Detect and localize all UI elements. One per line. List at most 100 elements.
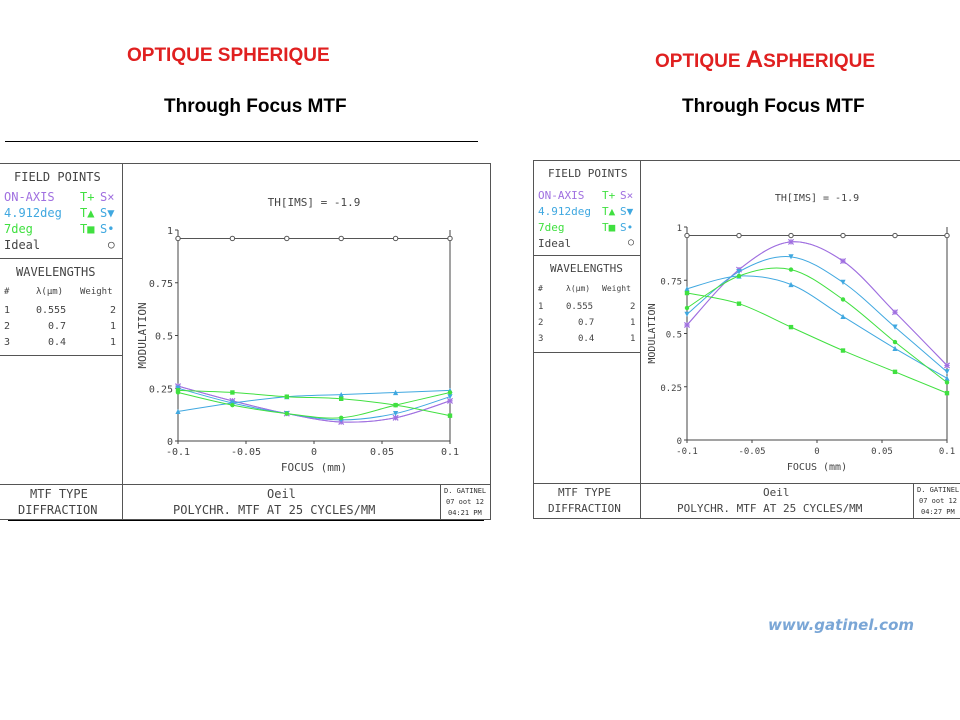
y-tick-label: 0	[167, 437, 173, 448]
wl-header: #	[538, 284, 543, 293]
fp-row-name: 7deg	[538, 221, 565, 234]
point	[447, 394, 453, 400]
left-mtf-panel: FIELD POINTS ON-AXIS T+ S× 4.912deg T▲ S…	[0, 163, 491, 520]
wl-cell: 1	[110, 337, 117, 348]
mtf-type-label: MTF TYPE	[558, 486, 611, 499]
diffraction-label: DIFFRACTION	[18, 503, 98, 517]
fp-row-s: S•	[620, 221, 634, 234]
point	[839, 258, 847, 265]
wl-cell: 2	[110, 305, 117, 316]
left-bottom-rule	[8, 520, 484, 521]
wl-cell: 1	[4, 305, 11, 316]
point	[684, 311, 690, 317]
left-top-rule	[5, 141, 478, 142]
y-axis-label: MODULATION	[136, 302, 149, 368]
wl-header: λ(μm)	[566, 284, 591, 293]
point	[683, 321, 691, 329]
series-line-7deg-s	[686, 267, 948, 383]
fp-row-s: S•	[100, 222, 115, 236]
point	[892, 339, 898, 345]
point	[736, 232, 742, 239]
point	[788, 254, 794, 260]
wl-cell: 1	[630, 318, 636, 328]
right-heading-post: SPHERIQUE	[763, 51, 876, 72]
x-tick-label: 0	[814, 447, 819, 457]
right-wavelengths: WAVELENGTHS # λ(μm) Weight 1 0.555 2 2 0…	[534, 256, 640, 353]
footer-mtf-type: MTF TYPE DIFFRACTION	[534, 484, 641, 518]
y-tick-label: 0.25	[660, 384, 682, 394]
point	[736, 273, 742, 279]
fp-row-t: T+	[80, 190, 95, 204]
point	[447, 235, 453, 242]
watermark: www.gatinel.com	[768, 616, 915, 634]
wl-cell: 0.7	[578, 318, 595, 328]
point	[392, 235, 399, 242]
y-tick-label: 1	[677, 224, 682, 234]
wl-header: Weight	[80, 287, 113, 297]
y-tick-label: 1	[167, 226, 173, 237]
point	[944, 369, 950, 375]
series-line-4-912deg-s	[686, 256, 948, 373]
x-tick-label: 0	[311, 447, 317, 458]
point	[338, 391, 344, 398]
x-axis-label: FOCUS (mm)	[787, 462, 847, 473]
point	[175, 408, 181, 415]
point	[840, 279, 846, 285]
point	[944, 232, 950, 239]
right-mtf-chart: TH[IMS] = -1.9 0 0.25 0.5 0.75 1 -0.1 -0.05 0 0.0…	[647, 193, 955, 473]
point	[892, 324, 898, 330]
wl-header: Weight	[602, 284, 631, 293]
point	[736, 269, 742, 275]
point	[788, 267, 794, 272]
author-label: D. GATINEL	[444, 487, 487, 495]
series-line-on-axis-s	[686, 241, 948, 366]
series-line-4-912deg-s	[177, 387, 451, 421]
fp-row-name: 4.912deg	[538, 205, 591, 218]
footer-stamp: D. GATINEL 07 oot 12 04:21 PM	[441, 485, 489, 519]
left-wavelengths: WAVELENGTHS # λ(μm) Weight 1 0.555 2 2 0…	[0, 259, 122, 356]
wl-cell: 0.7	[48, 321, 67, 332]
point	[339, 415, 344, 420]
x-tick-label: 0.05	[871, 447, 893, 457]
point	[447, 390, 453, 395]
wl-cell: 2	[630, 302, 636, 312]
date-label: 07 oot 12	[446, 498, 484, 506]
point	[891, 309, 899, 316]
point	[446, 397, 454, 404]
fp-row-name: 4.912deg	[4, 206, 62, 220]
y-tick-label: 0.5	[155, 332, 173, 343]
time-label: 04:27 PM	[921, 508, 955, 516]
point	[944, 380, 950, 385]
series-line-7deg-t	[686, 292, 948, 394]
footer-description: Oeil POLYCHR. MTF AT 25 CYCLES/MM	[641, 484, 914, 518]
y-tick-label: 0.5	[666, 331, 682, 341]
footer-description: Oeil POLYCHR. MTF AT 25 CYCLES/MM	[123, 485, 441, 519]
point	[284, 235, 290, 242]
wavelengths-title: WAVELENGTHS	[16, 265, 96, 279]
wl-cell: 2	[4, 321, 11, 332]
series-line-on-axis-t	[686, 241, 948, 366]
point	[684, 305, 690, 311]
point	[840, 297, 846, 302]
fp-row-s: ○	[628, 237, 635, 248]
point	[393, 389, 399, 396]
x-tick-label: 0.1	[441, 447, 459, 458]
wl-cell: 1	[110, 321, 117, 332]
fp-row-name: 7deg	[4, 222, 33, 236]
fp-row-s: ○	[108, 238, 115, 251]
right-heading: OPTIQUE ASPHERIQUE	[655, 46, 875, 74]
point	[892, 345, 898, 352]
point	[284, 394, 289, 399]
left-mtf-chart: TH[IMS] = -1.9 0 0.25 0.5 0.75 1 -0.1 -0.05 0 0.0…	[136, 196, 459, 474]
footer-mtf-type: MTF TYPE DIFFRACTION	[0, 485, 123, 519]
footer-stamp: D. GATINEL 07 oot 12 04:27 PM	[914, 484, 960, 518]
right-heading-big-letter: A	[745, 46, 764, 73]
point	[840, 232, 846, 239]
wl-cell: 0.555	[36, 305, 67, 316]
wl-cell: 1	[538, 302, 544, 312]
point	[944, 375, 950, 381]
plot-title: TH[IMS] = -1.9	[268, 196, 361, 209]
time-label: 04:21 PM	[448, 509, 482, 517]
fp-row-name: ON-AXIS	[538, 189, 585, 202]
fp-row-s: S▼	[100, 206, 115, 220]
